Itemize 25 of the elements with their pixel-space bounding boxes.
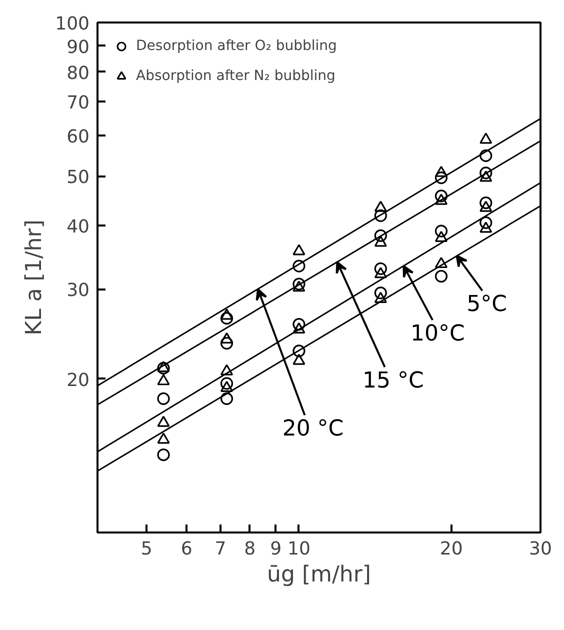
y-tick-label: 60	[66, 126, 90, 148]
annotation: 15 °C	[362, 368, 424, 394]
y-tick-label: 100	[55, 14, 90, 34]
legend-label: Desorption after O₂ bubbling	[136, 38, 337, 54]
x-tick-label: 5	[140, 538, 152, 560]
y-axis-title: KL a [1/hr]	[22, 220, 48, 336]
y-tick-label: 80	[66, 62, 90, 84]
x-tick-label: 10	[288, 538, 310, 560]
x-tick-label: 8	[244, 538, 256, 560]
x-tick-label: 7	[214, 538, 226, 560]
x-tick-label: 6	[180, 538, 192, 560]
annotation: 20 °C	[282, 416, 344, 442]
y-tick-label: 50	[66, 167, 90, 188]
y-tick-label: 30	[66, 280, 90, 302]
y-tick-label: 20	[66, 370, 90, 391]
x-axis-title: ūg [m/hr]	[267, 562, 371, 588]
annotation: 10°C	[410, 322, 465, 347]
legend-label: Absorption after N₂ bubbling	[136, 68, 336, 84]
x-tick-label: 20	[440, 538, 463, 560]
annotation: 5°C	[466, 292, 507, 318]
x-tick-label: 30	[529, 538, 552, 560]
y-tick-label: 40	[66, 216, 90, 238]
y-tick-label: 70	[66, 92, 90, 114]
y-tick-label: 90	[66, 36, 90, 58]
x-tick-label: 9	[270, 538, 282, 560]
